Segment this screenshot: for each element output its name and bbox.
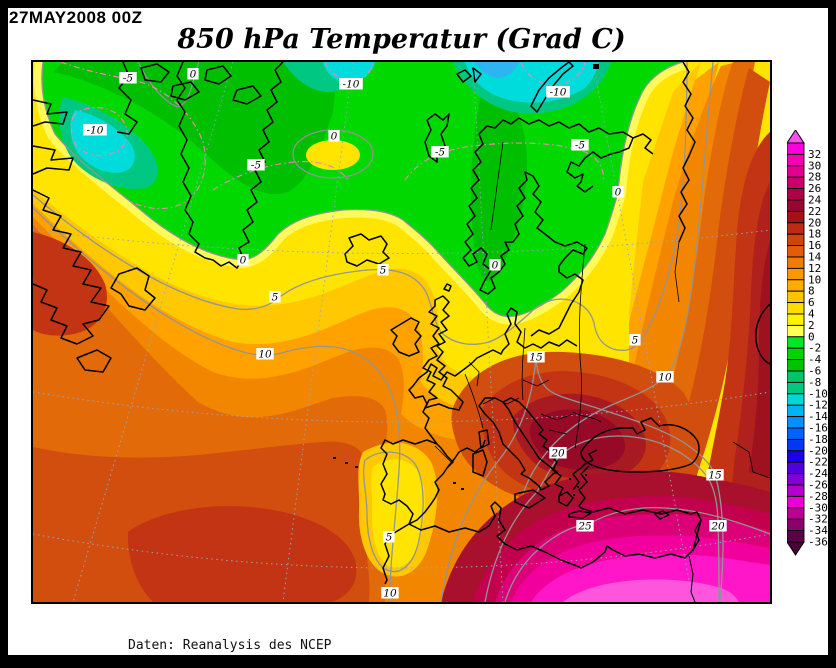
contour-label: -5 [123, 73, 134, 85]
colorbar-arrow-down [787, 542, 804, 555]
contour-label: 15 [529, 352, 543, 364]
contour-label: 0 [331, 131, 338, 143]
colorbar-cell [787, 234, 804, 245]
colorbar-cell [787, 508, 804, 519]
colorbar-cell [787, 474, 804, 485]
contour-label: 10 [383, 588, 397, 600]
colorbar-cell [787, 223, 804, 234]
colorbar-cell [787, 382, 804, 393]
contour-label: 20 [710, 521, 725, 533]
colorbar-cell [787, 143, 804, 154]
colorbar-cell [787, 405, 804, 416]
colorbar-cell [787, 531, 804, 542]
warm-pocket-core [306, 140, 360, 170]
colorbar-cell [787, 211, 804, 222]
colorbar-cell [787, 280, 804, 291]
colorbar-cell [787, 337, 804, 348]
attribution: Daten: Reanalysis des NCEP (C) Wetterzen… [128, 610, 332, 668]
contour-label: -10 [87, 125, 104, 137]
contour-label: 5 [380, 265, 387, 277]
contour-label: -10 [550, 87, 567, 99]
colorbar-cell [787, 246, 804, 257]
contour-label: 15 [708, 470, 722, 482]
contour-label: 5 [386, 532, 393, 544]
contour-label: -5 [251, 160, 262, 172]
colorbar-arrow-up [787, 130, 804, 143]
colorbar-cell [787, 291, 804, 302]
colorbar-cell [787, 268, 804, 279]
colorbar-cell [787, 166, 804, 177]
colorbar-cell [787, 394, 804, 405]
colorbar-svg: 32302826242220181614121086420-2-4-6-8-10… [787, 130, 828, 570]
colorbar-cell [787, 325, 804, 336]
colorbar-cell [787, 439, 804, 450]
contour-label: 10 [658, 372, 672, 384]
weather-map-screenshot: 27MAY2008 00Z 850 hPa Temperatur (Grad C… [0, 0, 836, 668]
contour-label: 0 [492, 260, 499, 272]
colorbar-tick-label: -36 [808, 536, 828, 549]
colorbar-cell [787, 485, 804, 496]
contour-label: 5 [632, 335, 639, 347]
colorbar-cell [787, 189, 804, 200]
contour-label: 0 [240, 255, 247, 267]
attribution-line-1: Daten: Reanalysis des NCEP [128, 639, 332, 654]
contour-label: 5 [272, 292, 279, 304]
page-background: 27MAY2008 00Z 850 hPa Temperatur (Grad C… [8, 8, 828, 655]
colorbar-cell [787, 200, 804, 211]
contour-label: -5 [435, 147, 446, 159]
contour-label: -5 [575, 140, 586, 152]
temperature-map: -5 0 -10 -10 -5 0 -10 -5 -5 0 0 0 5 5 10 5 15 10 20 15 25 20 5… [33, 62, 770, 602]
contour-label: 0 [190, 69, 197, 81]
temperature-colorbar: 32302826242220181614121086420-2-4-6-8-10… [787, 130, 828, 570]
colorbar-cell [787, 496, 804, 507]
contour-label: 10 [258, 349, 272, 361]
contour-label: 0 [615, 187, 622, 199]
colorbar-cell [787, 314, 804, 325]
colorbar-cell [787, 428, 804, 439]
colorbar-cell [787, 303, 804, 314]
page-title: 850 hPa Temperatur (Grad C) [31, 24, 772, 55]
contour-label: -10 [343, 79, 360, 91]
colorbar-cell [787, 451, 804, 462]
colorbar-cell [787, 177, 804, 188]
colorbar-cell [787, 371, 804, 382]
colorbar-cell [787, 257, 804, 268]
colorbar-cell [787, 154, 804, 165]
colorbar-cell [787, 360, 804, 371]
colorbar-cell [787, 462, 804, 473]
colorbar-cell [787, 519, 804, 530]
map-panel: -5 0 -10 -10 -5 0 -10 -5 -5 0 0 0 5 5 10 5 15 10 20 15 25 20 5… [31, 60, 772, 604]
colorbar-cell [787, 417, 804, 428]
colorbar-cell [787, 348, 804, 359]
contour-label: 25 [577, 521, 592, 533]
contour-label: 20 [550, 448, 565, 460]
